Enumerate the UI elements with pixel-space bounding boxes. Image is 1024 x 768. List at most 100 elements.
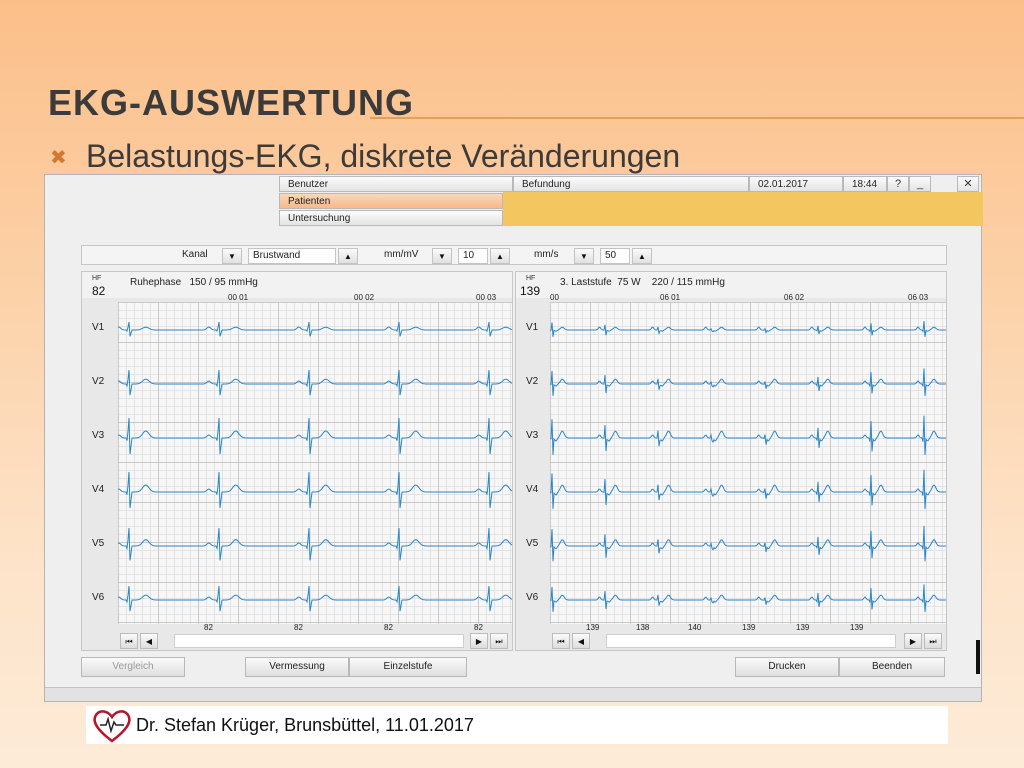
time-label: 06 03 (908, 293, 929, 302)
speed-label: mm/s (534, 249, 559, 260)
beat-hr-label: 139 (586, 623, 600, 632)
menu-patienten[interactable]: Patienten (279, 193, 503, 209)
beat-hr-label: 82 (384, 623, 393, 632)
speed-down-button[interactable]: ▼ (574, 248, 594, 264)
prev-icon[interactable]: ◀ (572, 633, 590, 649)
kanal-label: Kanal (182, 249, 208, 260)
beat-hr-label: 139 (742, 623, 756, 632)
heart-logo-icon (92, 709, 132, 748)
beat-hr-label: 82 (474, 623, 483, 632)
lead-label: V3 (526, 430, 539, 441)
header-time: 18:44 (843, 176, 887, 192)
menu-untersuchung[interactable]: Untersuchung (279, 210, 503, 226)
footer-text: Dr. Stefan Krüger, Brunsbüttel, 11.01.20… (136, 715, 474, 735)
next-icon[interactable]: ▶ (470, 633, 488, 649)
kanal-up-button[interactable]: ▲ (338, 248, 358, 264)
speed-value[interactable]: 50 (600, 248, 630, 264)
gain-value[interactable]: 10 (458, 248, 488, 264)
settings-toolbar: Kanal ▼ Brustwand ▲ mm/mV ▼ 10 ▲ mm/s ▼ … (81, 245, 947, 265)
lead-label: V4 (92, 484, 105, 495)
phase-label: Ruhephase 150 / 95 mmHg (130, 277, 258, 288)
vergleich-button[interactable]: Vergleich (81, 657, 185, 677)
ecg-trace-v2 (550, 368, 946, 396)
ecg-traces (118, 321, 512, 612)
next-icon[interactable]: ▶ (904, 633, 922, 649)
lead-label: V6 (526, 592, 539, 603)
menu-benutzer[interactable]: Benutzer (279, 176, 513, 192)
scrollbar[interactable] (174, 634, 464, 648)
ecg-trace-v6 (550, 584, 946, 612)
kanal-dropdown-button[interactable]: ▼ (222, 248, 242, 264)
time-label: 00 03 (476, 293, 497, 302)
panel-navigation: ⏮ ◀ ▶ ⏭ (550, 632, 946, 650)
beat-hr-label: 82 (204, 623, 213, 632)
einzelstufe-button[interactable]: Einzelstufe (349, 657, 467, 677)
ecg-trace-v4 (118, 471, 512, 509)
minimize-button[interactable]: _ (909, 176, 931, 192)
lead-label: V5 (92, 538, 105, 549)
slide-footer: Dr. Stefan Krüger, Brunsbüttel, 11.01.20… (86, 706, 948, 744)
title-underline (370, 117, 1024, 119)
hf-label: HF (526, 275, 536, 282)
panel-navigation: ⏮ ◀ ▶ ⏭ (118, 632, 512, 650)
kanal-value[interactable]: Brustwand (248, 248, 336, 264)
drucken-button[interactable]: Drucken (735, 657, 839, 677)
hf-value: 82 (92, 284, 106, 298)
gain-up-button[interactable]: ▲ (490, 248, 510, 264)
panel-header: HF 82 Ruhephase 150 / 95 mmHg (82, 272, 512, 298)
slide-bullet: Belastungs-EKG, diskrete Veränderungen (86, 138, 681, 174)
ecg-trace-v3 (118, 417, 512, 455)
help-button[interactable]: ? (887, 176, 909, 192)
phase-label: 3. Laststufe 75 W 220 / 115 mmHg (560, 277, 725, 288)
lead-label: V2 (92, 376, 105, 387)
slide-title: EKG-Auswertung (48, 82, 414, 123)
ecg-trace-v6 (118, 585, 512, 612)
beat-hr-label: 138 (636, 623, 650, 632)
close-button[interactable]: ✕ (957, 176, 979, 192)
scrollbar[interactable] (606, 634, 896, 648)
first-icon[interactable]: ⏮ (120, 633, 138, 649)
ecg-trace-v1 (550, 321, 946, 337)
time-label: 06 02 (784, 293, 805, 302)
speed-up-button[interactable]: ▲ (632, 248, 652, 264)
lead-label: V3 (92, 430, 105, 441)
lead-label: V6 (92, 592, 105, 603)
last-icon[interactable]: ⏭ (490, 633, 508, 649)
cross-icon: ✖ (50, 147, 67, 169)
lead-label: V2 (526, 376, 539, 387)
last-icon[interactable]: ⏭ (924, 633, 942, 649)
ecg-grid (550, 302, 946, 624)
info-box (503, 192, 983, 226)
hf-label: HF (92, 275, 102, 282)
ecg-app-window: Benutzer Patienten Untersuchung Befundun… (44, 174, 983, 702)
ecg-panel-stress: HF 139 3. Laststufe 75 W 220 / 115 mmHg … (515, 271, 947, 651)
time-label: 06 01 (660, 293, 681, 302)
menu-befundung[interactable]: Befundung (513, 176, 749, 192)
gain-down-button[interactable]: ▼ (432, 248, 452, 264)
beenden-button[interactable]: Beenden (839, 657, 945, 677)
ecg-trace-v5 (550, 525, 946, 562)
time-label: 00 (550, 293, 559, 302)
window-gap (931, 176, 953, 192)
beat-hr-label: 139 (850, 623, 864, 632)
panel-header: HF 139 3. Laststufe 75 W 220 / 115 mmHg (516, 272, 946, 298)
beat-hr-label: 139 (796, 623, 810, 632)
lead-label: V1 (92, 322, 105, 333)
status-bar (45, 687, 981, 701)
time-label: 00 02 (354, 293, 375, 302)
ecg-panel-rest: HF 82 Ruhephase 150 / 95 mmHg 00 01 00 0… (81, 271, 513, 651)
ecg-trace-v5 (118, 527, 512, 561)
edge-mark (976, 640, 980, 674)
beat-hr-label: 140 (688, 623, 702, 632)
prev-icon[interactable]: ◀ (140, 633, 158, 649)
beat-hr-label: 82 (294, 623, 303, 632)
ecg-trace-v1 (118, 321, 512, 337)
ecg-grid (118, 302, 512, 624)
ecg-trace-v3 (550, 415, 946, 456)
first-icon[interactable]: ⏮ (552, 633, 570, 649)
ecg-trace-v2 (118, 369, 512, 396)
lead-label: V1 (526, 322, 539, 333)
lead-label: V4 (526, 484, 539, 495)
vermessung-button[interactable]: Vermessung (245, 657, 349, 677)
hf-value: 139 (520, 284, 541, 298)
